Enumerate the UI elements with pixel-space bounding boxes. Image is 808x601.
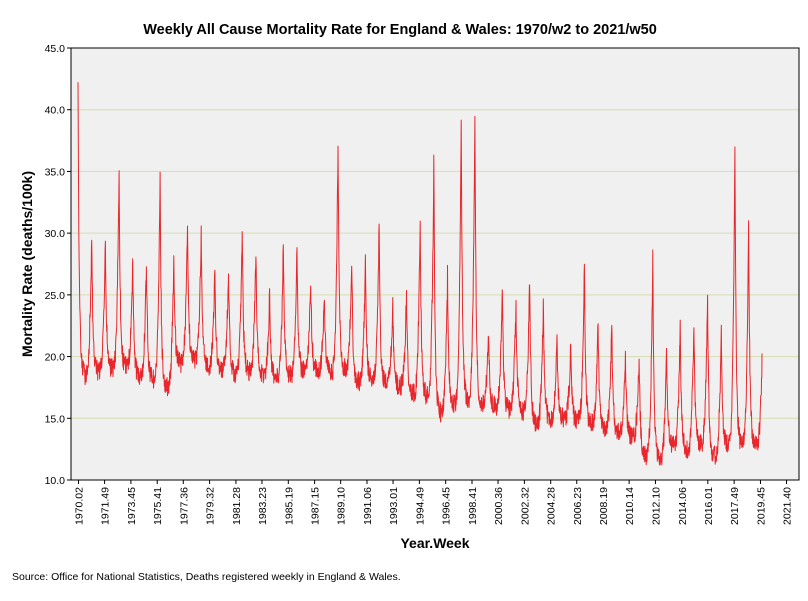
mortality-rate-line [77,82,763,466]
x-axis-label: Year.Week [400,535,469,551]
x-tick-label: 1979.32 [205,487,217,525]
x-tick-label: 1996.45 [441,487,453,525]
x-tick-label: 1973.45 [126,487,138,525]
x-tick-label: 2002.32 [519,487,531,525]
x-tick-label: 2017.49 [729,487,741,525]
x-tick-label: 2004.28 [546,487,558,525]
y-tick-label: 25.0 [45,290,66,302]
x-tick-label: 2019.45 [755,487,767,525]
x-tick-label: 1985.19 [283,487,295,525]
x-tick-label: 2016.01 [703,487,715,525]
x-tick-label: 1975.41 [152,487,164,525]
plot-area [71,48,799,480]
x-tick-label: 1981.28 [231,487,243,525]
x-tick-label: 1991.06 [362,487,374,525]
x-axis-ticks: 1970.02 1971.49 1973.45 1975.41 1977.36 1979.… [74,480,794,525]
x-tick-label: 2000.36 [493,487,505,525]
x-tick-label: 1983.23 [257,487,269,525]
y-tick-label: 15.0 [45,413,66,425]
x-tick-label: 2010.14 [624,487,636,525]
x-tick-label: 2014.06 [677,487,689,525]
y-tick-label: 30.0 [45,228,66,240]
x-tick-label: 1998.41 [467,487,479,525]
x-tick-label: 1987.15 [310,487,322,525]
y-tick-label: 45.0 [45,43,66,55]
x-tick-label: 1994.49 [414,487,426,525]
source-note: Source: Office for National Statistics, … [12,571,401,583]
x-tick-label: 2006.23 [572,487,584,525]
y-tick-label: 10.0 [45,475,66,487]
x-tick-label: 2021.40 [782,487,794,525]
y-tick-label: 20.0 [45,352,66,364]
chart-title: Weekly All Cause Mortality Rate for Engl… [143,22,657,38]
x-tick-label: 1971.49 [100,487,112,525]
x-tick-label: 2012.10 [650,487,662,525]
plot-frame [70,47,800,481]
x-tick-label: 2008.19 [598,487,610,525]
x-tick-label: 1977.36 [178,487,190,525]
y-tick-label: 40.0 [45,105,66,117]
x-tick-label: 1970.02 [74,487,86,525]
y-axis-label: Mortality Rate (deaths/100k) [19,171,35,357]
x-tick-label: 1989.10 [336,487,348,525]
x-tick-label: 1993.01 [388,487,400,525]
y-tick-label: 35.0 [45,166,66,178]
y-axis-ticks: 10.0 15.0 20.0 25.0 30.0 35.0 40.0 45.0 [45,43,71,487]
